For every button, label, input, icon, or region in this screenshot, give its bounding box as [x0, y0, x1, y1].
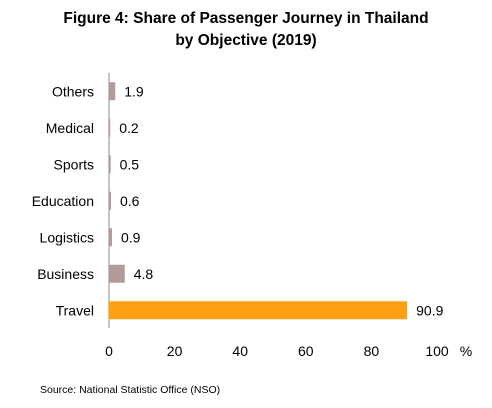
- bar: [109, 191, 111, 210]
- category-label: Education: [32, 193, 94, 209]
- bar: [109, 264, 125, 283]
- chart-subtitle: by Objective (2019): [175, 32, 317, 49]
- bar: [109, 228, 112, 247]
- category-label: Logistics: [40, 229, 94, 245]
- x-tick-label: 20: [167, 343, 183, 359]
- data-label: 0.9: [121, 229, 141, 245]
- data-label: 0.5: [120, 156, 140, 172]
- x-tick-label: 60: [298, 343, 314, 359]
- x-tick-label: 100: [425, 343, 449, 359]
- x-tick-label: 40: [232, 343, 248, 359]
- bar: [109, 82, 116, 101]
- data-label: 90.9: [416, 302, 443, 318]
- data-label: 0.6: [120, 193, 140, 209]
- source-note: Source: National Statistic Office (NSO): [40, 384, 221, 396]
- chart-title: Figure 4: Share of Passenger Journey in …: [0, 8, 492, 52]
- x-tick-label: 0: [105, 343, 113, 359]
- x-tick-label: 80: [364, 343, 380, 359]
- data-label: 0.2: [119, 120, 139, 136]
- x-unit-label: %: [460, 343, 472, 359]
- data-label: 4.8: [134, 266, 154, 282]
- category-label: Sports: [54, 156, 94, 172]
- bar: [109, 118, 111, 137]
- category-label: Travel: [56, 302, 94, 318]
- data-label: 1.9: [124, 83, 144, 99]
- bar: [109, 155, 111, 174]
- category-label: Medical: [46, 120, 94, 136]
- chart-title-line1: Figure 4: Share of Passenger Journey in …: [63, 10, 429, 27]
- category-label: Others: [52, 83, 94, 99]
- category-label: Business: [37, 266, 94, 282]
- bar: [109, 301, 408, 320]
